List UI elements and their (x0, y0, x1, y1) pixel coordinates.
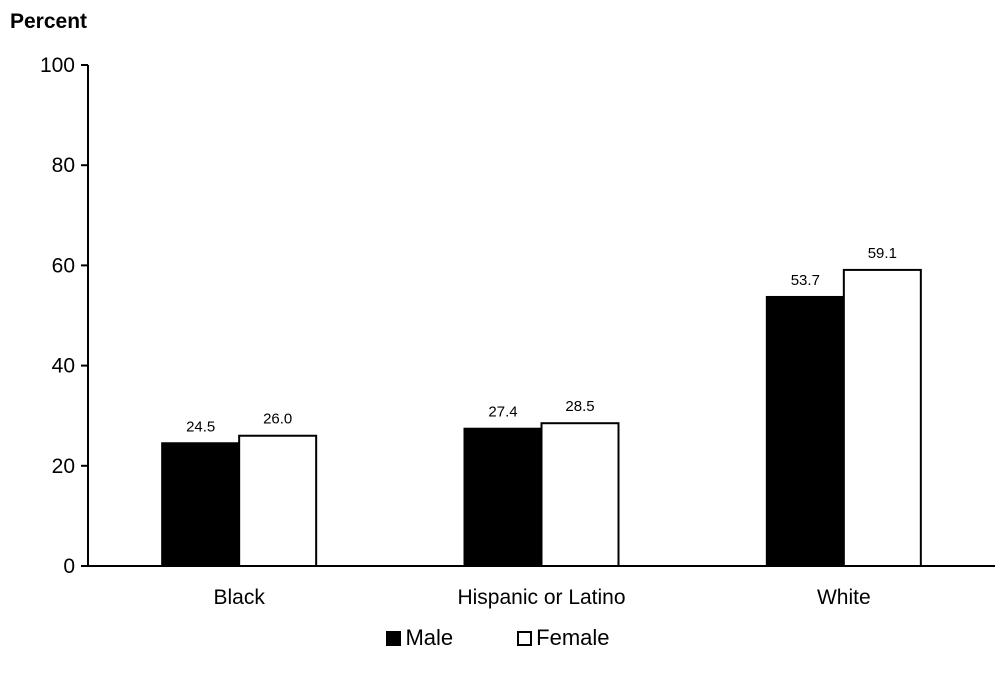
y-axis-label: Percent (10, 10, 87, 33)
bar-male-2 (765, 295, 845, 567)
bars (161, 268, 922, 568)
y-tick-label: 80 (52, 154, 75, 177)
y-tick-label: 40 (52, 355, 75, 378)
y-tick-label: 0 (63, 555, 75, 578)
y-axis: 0 20 40 60 80 100 (40, 54, 89, 578)
value-labels: 24.5 26.0 27.4 28.5 53.7 59.1 (186, 245, 897, 435)
value-label: 53.7 (791, 272, 820, 289)
y-tick-label: 60 (52, 254, 75, 277)
legend-item-female: Female (517, 625, 610, 651)
bar-female-1 (540, 422, 620, 567)
legend-swatch-female (517, 630, 533, 646)
bar-female-0 (238, 434, 318, 567)
value-label: 59.1 (868, 245, 897, 262)
y-tick-label: 20 (52, 455, 75, 478)
legend-label-male: Male (405, 625, 454, 650)
value-label: 28.5 (565, 398, 594, 415)
legend: Male Female (0, 623, 996, 653)
legend-label-female: Female (536, 625, 610, 650)
value-label: 27.4 (488, 404, 517, 421)
bar-male-0 (161, 442, 241, 568)
value-label: 24.5 (186, 418, 215, 435)
y-tick-label: 100 (40, 54, 75, 77)
x-axis-labels: Black Hispanic or Latino White (213, 586, 870, 609)
legend-item-male: Male (386, 625, 453, 651)
legend-swatch-male (386, 630, 402, 646)
x-tick-label: Hispanic or Latino (457, 586, 625, 609)
bar-male-1 (463, 427, 543, 568)
x-tick-label: White (817, 586, 871, 609)
value-label: 26.0 (263, 411, 292, 428)
x-tick-label: Black (213, 586, 265, 609)
bar-female-2 (842, 268, 922, 567)
